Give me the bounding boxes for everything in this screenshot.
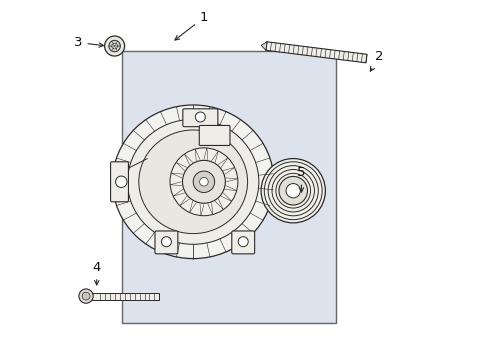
Text: 4: 4 [93, 261, 101, 285]
Circle shape [170, 148, 238, 216]
Circle shape [112, 43, 118, 49]
Circle shape [116, 176, 127, 188]
Circle shape [193, 171, 215, 193]
Ellipse shape [127, 119, 259, 244]
FancyBboxPatch shape [232, 231, 255, 254]
Circle shape [161, 237, 172, 247]
Circle shape [196, 112, 205, 122]
FancyBboxPatch shape [155, 231, 178, 254]
Circle shape [286, 184, 300, 198]
Circle shape [82, 292, 90, 300]
Ellipse shape [113, 105, 274, 258]
FancyBboxPatch shape [199, 125, 230, 145]
Circle shape [109, 40, 121, 52]
Text: 1: 1 [175, 11, 208, 40]
Circle shape [104, 36, 124, 56]
Circle shape [199, 177, 208, 186]
Circle shape [279, 176, 308, 205]
Text: 5: 5 [297, 166, 306, 192]
Polygon shape [266, 42, 367, 63]
Polygon shape [261, 42, 267, 50]
FancyBboxPatch shape [111, 162, 128, 202]
Circle shape [182, 160, 225, 203]
Text: 3: 3 [74, 36, 103, 49]
Polygon shape [90, 293, 159, 300]
FancyBboxPatch shape [183, 109, 218, 127]
Circle shape [238, 237, 248, 247]
Circle shape [79, 289, 93, 303]
Text: 2: 2 [370, 50, 383, 71]
Ellipse shape [139, 130, 247, 234]
Circle shape [261, 158, 325, 223]
Bar [122, 51, 336, 323]
